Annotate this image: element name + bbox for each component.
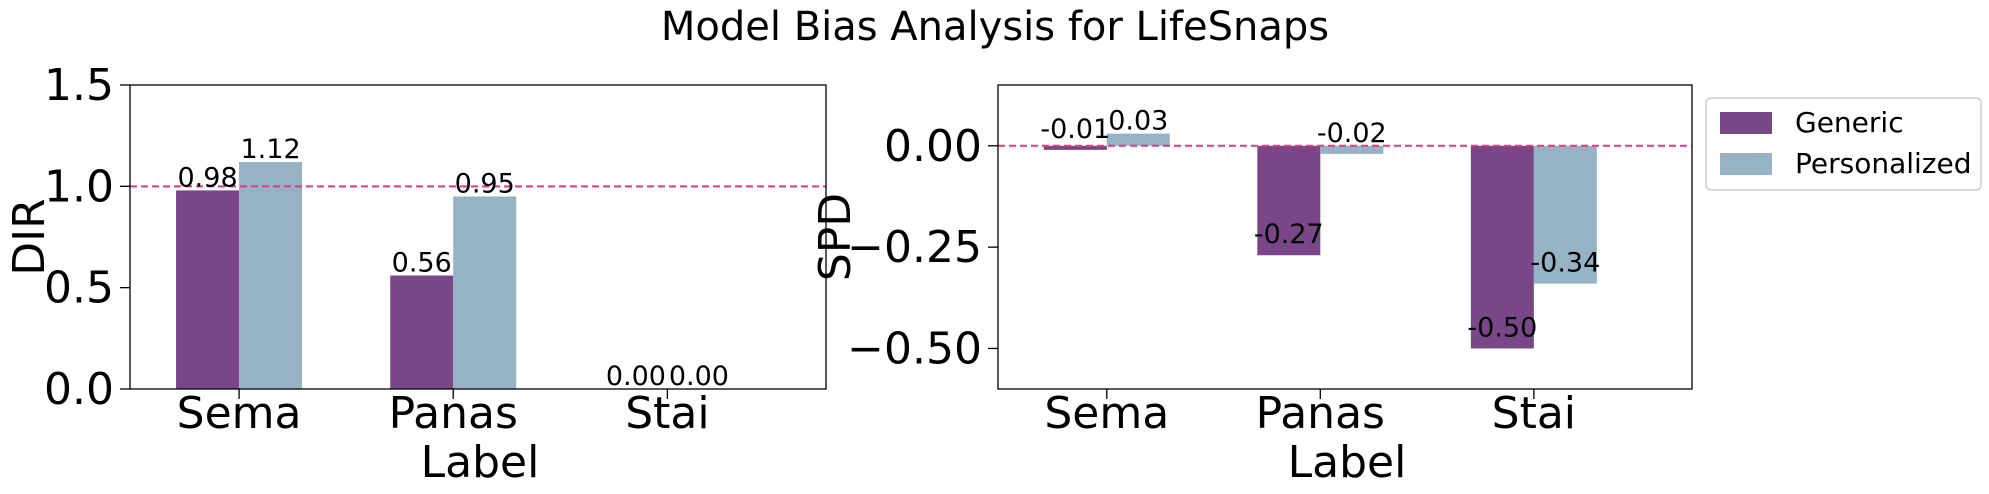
bar-generic-stai [1470,145,1534,349]
bar-personalized-panas [1320,145,1384,154]
x-tick-label-stai: Stai [625,388,709,439]
spd-chart-panel: -0.01 -0.27 -0.50 0.03 -0.02 -0.34 −0.50 −0.25 0… [810,84,1693,488]
y-axis-label: SPD [810,193,861,281]
data-label: 0.00 [669,361,729,392]
x-tick-label-stai: Stai [1492,388,1576,439]
y-tick-label: 0.0 [44,364,114,415]
data-label: -0.01 [1040,114,1110,145]
legend-label-generic: Generic [1795,106,1904,139]
dir-chart-panel: 0.98 0.56 0.00 1.12 0.95 0.00 0.0 0.5 1.0 1.5 Sema… [4,60,827,488]
legend-label-personalized: Personalized [1795,147,1972,180]
figure-title: Model Bias Analysis for LifeSnaps [661,4,1329,50]
y-tick-label: −0.25 [847,222,982,273]
x-tick-label-panas: Panas [1256,388,1385,439]
legend-frame [1705,97,1982,191]
x-axis-label: Label [421,437,540,488]
legend-swatch-personalized [1720,153,1772,175]
y-tick-label: 1.0 [44,161,114,212]
data-label: -0.02 [1317,118,1387,149]
data-label: 0.95 [455,168,515,199]
data-label: 1.12 [241,134,301,165]
x-axis-label: Label [1288,437,1407,488]
y-tick-label: −0.50 [847,323,982,374]
y-tick-label: 0.00 [884,121,982,172]
data-label: 0.03 [1108,106,1168,137]
bar-generic-panas [1257,145,1321,256]
plot-frame [129,84,827,390]
legend: Generic Personalized [1705,97,1982,191]
data-label: -0.34 [1530,248,1600,279]
data-label: -0.27 [1254,219,1324,250]
data-label: 0.98 [178,162,238,193]
bar-personalized-sema [239,162,303,389]
bar-generic-sema [176,190,240,389]
bar-personalized-panas [453,196,517,389]
x-tick-label-sema: Sema [177,388,302,439]
bar-personalized-sema [1106,133,1170,146]
y-axis-label: DIR [4,198,55,275]
data-label: 0.56 [392,248,452,279]
y-tick-label: 0.5 [44,263,114,314]
legend-swatch-generic [1720,112,1772,134]
y-tick-label: 1.5 [44,60,114,111]
bar-personalized-stai [1533,145,1597,284]
plot-frame [997,84,1693,390]
data-label: -0.50 [1467,312,1537,343]
x-tick-label-sema: Sema [1044,388,1169,439]
x-tick-label-panas: Panas [389,388,518,439]
data-label: 0.00 [606,361,666,392]
bar-generic-panas [390,275,454,389]
bar-generic-sema [1043,145,1107,150]
